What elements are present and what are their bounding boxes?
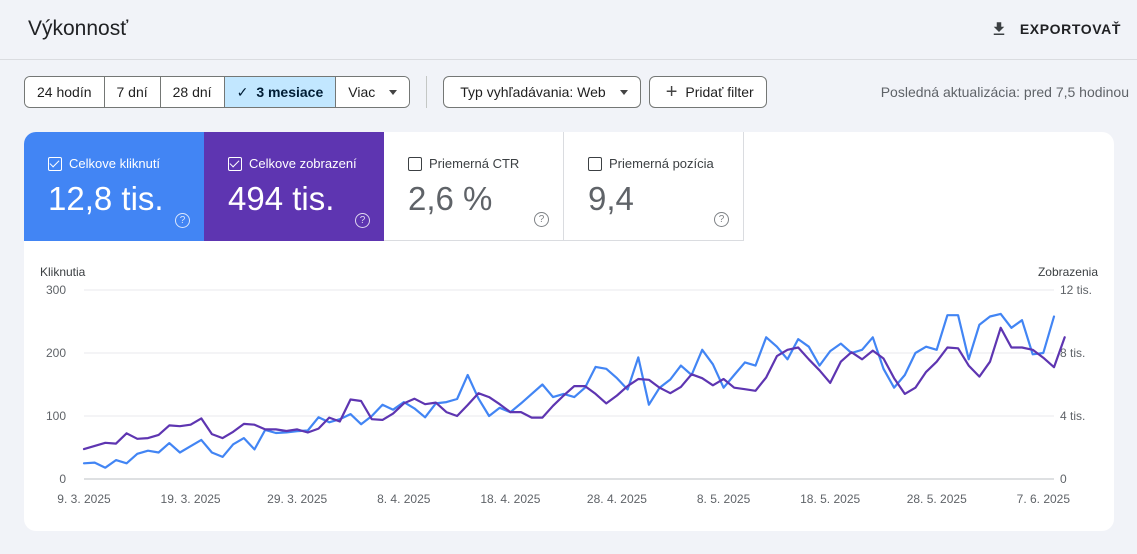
date-range-selector: 24 hodín 7 dní 28 dní ✓ 3 mesiace Viac <box>24 76 411 108</box>
metric-value: 494 tis. <box>228 180 335 217</box>
metric-position[interactable]: Priemerná pozícia 9,4 ? <box>564 132 744 241</box>
x-tick-label: 29. 3. 2025 <box>267 492 327 506</box>
page-header: Výkonnosť EXPORTOVAŤ <box>0 0 1137 60</box>
range-7d-button[interactable]: 7 dní <box>104 77 161 107</box>
performance-chart[interactable]: 0 0 100 4 tis. 200 8 tis. 300 12 tis. 9. 3. 2025… <box>24 262 1114 531</box>
caret-down-icon <box>389 89 398 95</box>
y-left-tick-label: 100 <box>46 409 66 423</box>
metric-value: 9,4 <box>588 180 634 217</box>
range-28d-button[interactable]: 28 dní <box>160 77 225 107</box>
y-right-tick-label: 12 tis. <box>1060 283 1092 297</box>
y-left-tick-label: 0 <box>59 472 66 486</box>
range-3m-button[interactable]: ✓ 3 mesiace <box>224 77 337 107</box>
x-tick-label: 8. 5. 2025 <box>697 492 751 506</box>
x-tick-label: 8. 4. 2025 <box>377 492 431 506</box>
search-type-dropdown[interactable]: Typ vyhľadávania: Web <box>443 76 641 108</box>
checkmark-icon: ✓ <box>236 83 249 100</box>
help-icon[interactable]: ? <box>534 212 549 227</box>
range-24h-button[interactable]: 24 hodín <box>25 77 105 107</box>
y-left-tick-label: 300 <box>46 283 66 297</box>
x-tick-label: 7. 6. 2025 <box>1017 492 1071 506</box>
help-icon[interactable]: ? <box>175 213 190 228</box>
checkbox-icon[interactable] <box>408 156 422 171</box>
x-tick-label: 18. 5. 2025 <box>800 492 860 506</box>
y-right-axis-title: Zobrazenia <box>1037 265 1098 279</box>
performance-card: Celkove kliknutí 12,8 tis. ? Celkove zob… <box>24 132 1114 531</box>
metric-value: 2,6 % <box>408 180 493 217</box>
divider <box>426 76 428 108</box>
y-right-tick-label: 8 tis. <box>1060 346 1085 360</box>
plus-icon: + <box>665 81 678 103</box>
series-line <box>82 312 1056 469</box>
metric-value: 12,8 tis. <box>48 180 164 217</box>
page-title: Výkonnosť <box>28 17 129 40</box>
metric-label: Priemerná pozícia <box>609 156 714 171</box>
y-right-tick-label: 0 <box>1060 472 1067 486</box>
y-left-tick-label: 200 <box>46 346 66 360</box>
x-tick-label: 28. 5. 2025 <box>907 492 967 506</box>
add-filter-button[interactable]: + Pridať filter <box>648 76 767 108</box>
download-icon <box>993 22 1005 35</box>
y-right-tick-label: 4 tis. <box>1060 409 1085 423</box>
metric-clicks[interactable]: Celkove kliknutí 12,8 tis. ? <box>24 132 204 241</box>
metric-ctr[interactable]: Priemerná CTR 2,6 % ? <box>384 132 564 241</box>
metric-impressions[interactable]: Celkove zobrazení 494 tis. ? <box>204 132 384 241</box>
metric-label: Celkove zobrazení <box>249 156 357 171</box>
x-tick-label: 9. 3. 2025 <box>57 492 111 506</box>
checkbox-icon[interactable] <box>588 156 602 171</box>
x-tick-label: 18. 4. 2025 <box>480 492 540 506</box>
series-line <box>82 326 1066 451</box>
help-icon[interactable]: ? <box>355 213 370 228</box>
export-button[interactable]: EXPORTOVAŤ <box>990 14 1121 44</box>
export-label: EXPORTOVAŤ <box>1019 21 1121 37</box>
help-icon[interactable]: ? <box>714 212 729 227</box>
range-more-dropdown[interactable]: Viac <box>336 77 410 107</box>
x-tick-label: 19. 3. 2025 <box>161 492 221 506</box>
x-tick-label: 28. 4. 2025 <box>587 492 647 506</box>
metric-label: Priemerná CTR <box>429 156 520 171</box>
metric-label: Celkove kliknutí <box>69 156 161 171</box>
y-left-axis-title: Kliknutia <box>40 265 86 279</box>
last-update-text: Posledná aktualizácia: pred 7,5 hodinou <box>880 84 1129 100</box>
caret-down-icon <box>619 89 628 95</box>
filter-bar: 24 hodín 7 dní 28 dní ✓ 3 mesiace Viac Ty… <box>24 76 775 108</box>
checkbox-checked-icon[interactable] <box>228 156 242 171</box>
checkbox-checked-icon[interactable] <box>48 156 62 171</box>
